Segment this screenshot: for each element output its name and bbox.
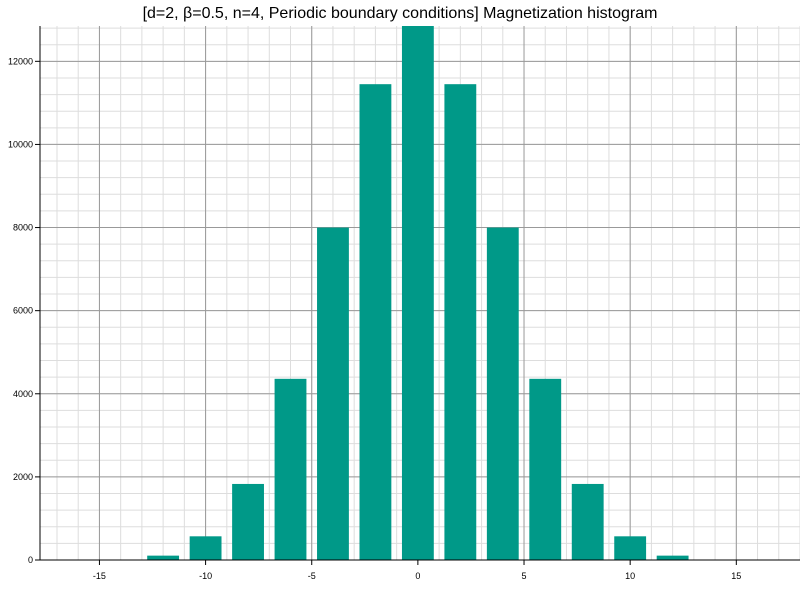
- histogram-bar: [614, 536, 647, 560]
- x-tick-label: 5: [522, 571, 527, 581]
- y-tick-label: 8000: [13, 223, 33, 233]
- histogram-bar: [189, 536, 222, 560]
- histogram-bar: [656, 555, 689, 560]
- histogram-bar: [401, 26, 434, 560]
- bars: [104, 26, 732, 560]
- x-axis-ticks: -15 -10 -5 0 5 10 15: [93, 560, 741, 581]
- histogram-bar: [147, 555, 180, 560]
- histogram-bar: [317, 227, 349, 560]
- y-tick-label: 4000: [13, 389, 33, 399]
- y-tick-label: 10000: [8, 139, 33, 149]
- y-tick-label: 0: [28, 555, 33, 565]
- axes: [39, 26, 800, 561]
- x-tick-label: -10: [199, 571, 212, 581]
- y-tick-label: 6000: [13, 306, 33, 316]
- histogram-bar: [232, 483, 264, 560]
- x-tick-label: -5: [308, 571, 316, 581]
- histogram-bar: [359, 84, 392, 560]
- histogram-bar: [571, 483, 604, 560]
- histogram-bar: [444, 84, 477, 560]
- x-tick-label: 10: [625, 571, 635, 581]
- y-tick-label: 2000: [13, 472, 33, 482]
- histogram-bar: [529, 378, 562, 560]
- chart-title: [d=2, β=0.5, n=4, Periodic boundary cond…: [143, 5, 658, 22]
- y-axis-ticks: 0 2000 4000 6000 8000 10000 12000: [8, 56, 40, 565]
- x-tick-label: 0: [415, 571, 420, 581]
- x-tick-label: -15: [93, 571, 106, 581]
- y-tick-label: 12000: [8, 56, 33, 66]
- x-tick-label: 15: [731, 571, 741, 581]
- histogram-bar: [274, 378, 307, 560]
- histogram-bar: [486, 227, 519, 560]
